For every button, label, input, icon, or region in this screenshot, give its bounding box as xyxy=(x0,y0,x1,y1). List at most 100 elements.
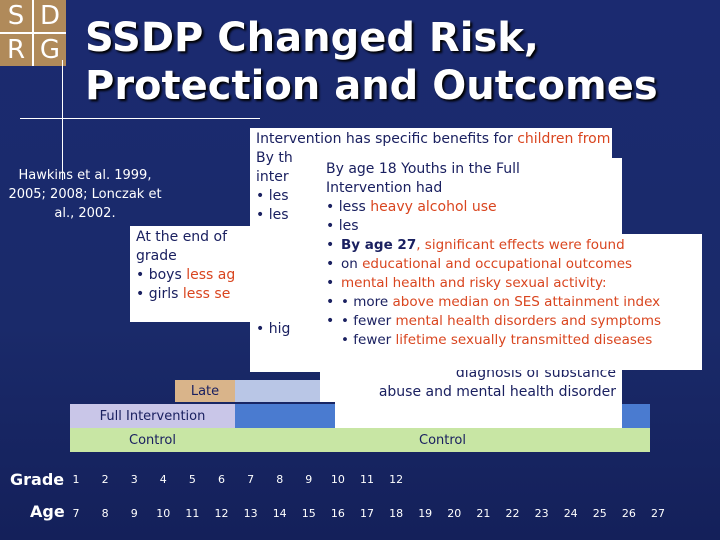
text-box: At the end of grade • boys less ag • girls … xyxy=(130,226,342,322)
text-segment: lifetime sexually transmitted diseases xyxy=(395,332,653,348)
grade-number: 9 xyxy=(305,473,313,486)
text-line: • les xyxy=(256,206,606,225)
text-segment: • les xyxy=(326,218,359,234)
text-segment: less ag xyxy=(186,267,236,283)
text-segment: on xyxy=(341,256,363,272)
age-number: 14 xyxy=(272,507,287,520)
grade-number: 12 xyxy=(389,473,404,486)
citation-line: al., 2002. xyxy=(54,206,116,221)
grade-number: 2 xyxy=(101,473,109,486)
age-number: 26 xyxy=(621,507,636,520)
grade-number: 8 xyxy=(276,473,284,486)
text-segment: mental health and risky sexual activity: xyxy=(341,275,607,291)
age-number: 8 xyxy=(101,507,109,520)
text-segment: • less xyxy=(326,199,371,215)
citation: Hawkins et al. 1999, 2005; 2008; Lonczak … xyxy=(0,166,170,223)
age-number: 13 xyxy=(243,507,258,520)
text-segment: By age 27 xyxy=(341,237,417,253)
age-number: 18 xyxy=(389,507,404,520)
bar-label: Control xyxy=(419,432,466,448)
age-number: 17 xyxy=(360,507,374,520)
text-line: • boys less ag xyxy=(136,266,336,285)
age-number: 24 xyxy=(563,507,578,520)
crosshair xyxy=(20,118,260,119)
text-line: grade xyxy=(136,247,336,266)
text-line: • les xyxy=(256,187,606,206)
text-line: on educational and occupational outcomes xyxy=(341,255,696,274)
control-bar: Control xyxy=(235,428,650,452)
late-bar: Late xyxy=(175,380,235,402)
text-line: • less heavy alcohol use xyxy=(326,198,616,217)
bar-label: Late xyxy=(190,383,220,399)
text-box: diagnosis of substance abuse and mental h… xyxy=(335,362,622,428)
bar-label: Full Intervention xyxy=(99,408,206,424)
text-segment: above median on SES attainment index xyxy=(392,294,661,310)
age-number: 16 xyxy=(330,507,345,520)
text-line: • les xyxy=(326,217,616,236)
text-segment: By age 18 Youths in the Full xyxy=(326,161,520,177)
text-line: By th xyxy=(256,149,606,168)
text-segment: children from xyxy=(517,131,611,147)
control-bar: Control xyxy=(70,428,235,452)
text-segment: educational and occupational outcomes xyxy=(362,256,633,272)
age-number: 21 xyxy=(476,507,491,520)
age-number: 9 xyxy=(130,507,138,520)
text-segment: mental health disorders and symptoms xyxy=(395,313,662,329)
age-number: 11 xyxy=(185,507,200,520)
logo-letter: G xyxy=(34,34,66,66)
grade-number: 10 xyxy=(330,473,345,486)
text-line: By age 27, significant effects were foun… xyxy=(341,236,696,255)
age-number: 19 xyxy=(418,507,433,520)
text-segment: abuse and mental health disorder xyxy=(378,384,616,400)
age-number: 27 xyxy=(651,507,665,520)
text-line: Intervention had xyxy=(326,179,616,198)
full-bar: Full Intervention xyxy=(70,404,235,428)
text-segment: • hig xyxy=(256,321,291,337)
text-line: inter xyxy=(256,168,606,187)
text-segment: less se xyxy=(182,286,231,302)
text-segment: Intervention has specific benefits for xyxy=(256,131,518,147)
title: SSDP Changed Risk, Protection and Outcome… xyxy=(85,14,658,110)
text-line: mental health and risky sexual activity: xyxy=(341,274,696,293)
text-segment: • girls xyxy=(136,286,183,302)
age-number: 7 xyxy=(72,507,80,520)
text-segment: At the end of xyxy=(136,229,228,245)
age-number: 23 xyxy=(534,507,549,520)
text-segment: • fewer xyxy=(341,313,396,329)
age-label: Age xyxy=(30,502,65,521)
age-number: 25 xyxy=(592,507,607,520)
logo-letter: R xyxy=(0,34,32,66)
grade-number: 7 xyxy=(247,473,255,486)
text-segment: grade xyxy=(136,248,177,264)
grade-number: 5 xyxy=(188,473,196,486)
text-line: By age 18 Youths in the Full xyxy=(326,160,616,179)
age-number: 20 xyxy=(447,507,462,520)
text-segment: • boys xyxy=(136,267,187,283)
bar-label: Control xyxy=(129,432,176,448)
text-segment: By th xyxy=(256,150,293,166)
age-number: 12 xyxy=(214,507,229,520)
text-line: • girls less se xyxy=(136,285,336,304)
age-number: 22 xyxy=(505,507,520,520)
text-segment: , significant effects were found xyxy=(416,237,625,253)
text-segment: inter xyxy=(256,169,289,185)
title-line: Protection and Outcomes xyxy=(85,63,658,109)
text-segment: heavy alcohol use xyxy=(370,199,497,215)
citation-line: Hawkins et al. 1999, xyxy=(18,168,152,183)
grade-number: 11 xyxy=(360,473,374,486)
citation-line: 2005; 2008; Lonczak et xyxy=(8,187,162,202)
text-segment: • les xyxy=(256,188,289,204)
text-segment: • more xyxy=(341,294,393,310)
grade-label: Grade xyxy=(10,470,65,489)
text-segment: Intervention had xyxy=(326,180,443,196)
text-line: Intervention has specific benefits for c… xyxy=(256,130,610,149)
logo-letter: S xyxy=(0,0,32,32)
text-line: • more above median on SES attainment in… xyxy=(341,293,696,312)
age-number: 10 xyxy=(156,507,171,520)
text-line: • fewer mental health disorders and symp… xyxy=(341,312,696,331)
text-line: At the end of xyxy=(136,228,336,247)
text-line: abuse and mental health disorder xyxy=(341,383,616,402)
text-segment: • les xyxy=(256,207,289,223)
